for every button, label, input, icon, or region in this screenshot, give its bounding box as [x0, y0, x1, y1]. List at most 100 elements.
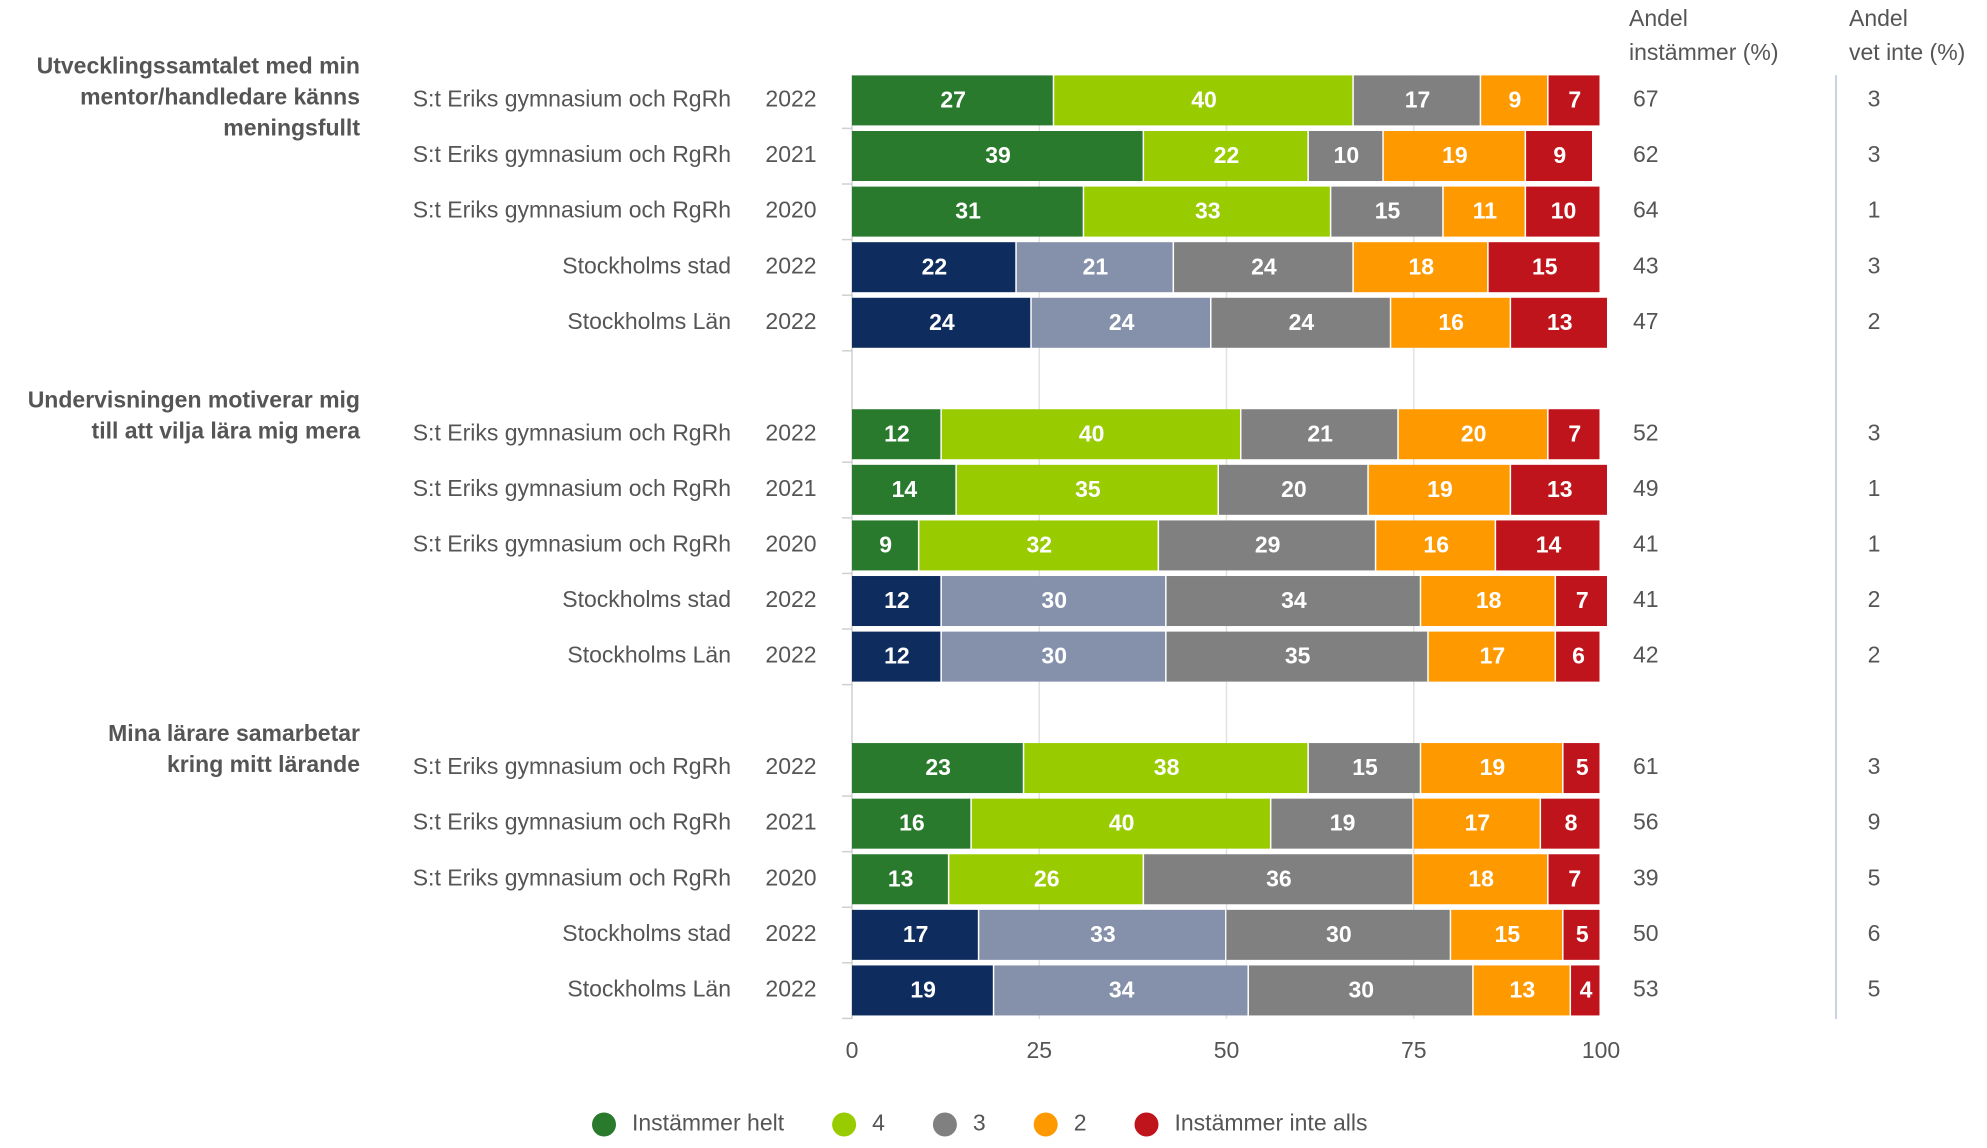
bar-segment — [852, 743, 1023, 794]
bar-label: 9 — [1508, 86, 1521, 112]
bar-segment — [1481, 75, 1548, 126]
bar-label: 11 — [1473, 198, 1498, 224]
bar-segment — [852, 909, 978, 960]
bar-segment — [1541, 798, 1600, 849]
bar-label: 18 — [1476, 587, 1502, 613]
bar-segment — [852, 965, 993, 1016]
column-header: instämmer (%) — [1629, 39, 1779, 65]
bar-label: 33 — [1090, 921, 1116, 947]
bar-segment — [1428, 631, 1555, 682]
legend-marker — [932, 1112, 957, 1137]
dont-know-value: 9 — [1868, 809, 1881, 835]
agree-value: 49 — [1633, 475, 1659, 501]
bar-label: 21 — [1083, 253, 1109, 279]
bar-segment — [1391, 297, 1510, 348]
bar-label: 15 — [1495, 921, 1521, 947]
row-label: S:t Eriks gymnasium och RgRh — [413, 809, 731, 835]
group-title: till att vilja lära mig mera — [92, 417, 361, 443]
row-year: 2020 — [765, 531, 816, 557]
bar-label: 29 — [1255, 532, 1281, 558]
bar-label: 40 — [1191, 86, 1217, 112]
bar-label: 35 — [1075, 476, 1101, 502]
group-title: mentor/handledare känns — [80, 83, 360, 109]
agree-value: 47 — [1633, 308, 1659, 334]
row-label: Stockholms Län — [567, 976, 731, 1002]
bar-label: 10 — [1551, 198, 1577, 224]
agree-value: 67 — [1633, 85, 1659, 111]
bar-segment — [852, 409, 941, 460]
bar-label: 31 — [955, 198, 981, 224]
dont-know-value: 3 — [1868, 252, 1881, 278]
bar-segment — [919, 520, 1158, 571]
x-tick-label: 100 — [1582, 1037, 1620, 1063]
bar-segment — [852, 297, 1031, 348]
bar-label: 14 — [892, 476, 918, 502]
legend-label: 2 — [1074, 1110, 1087, 1136]
bar-segment — [979, 909, 1225, 960]
bar-label: 7 — [1568, 86, 1581, 112]
legend-marker — [1134, 1112, 1159, 1137]
bar-segment — [1556, 631, 1600, 682]
bar-segment — [1413, 798, 1540, 849]
bar-segment — [852, 520, 918, 571]
bar-label: 30 — [1041, 587, 1067, 613]
bar-label: 12 — [884, 587, 910, 613]
bar-label: 17 — [1405, 86, 1431, 112]
bar-label: 8 — [1565, 810, 1578, 836]
agree-value: 41 — [1633, 531, 1659, 557]
bar-label: 12 — [884, 643, 910, 669]
bar-label: 13 — [1510, 977, 1536, 1003]
row-year: 2021 — [765, 475, 816, 501]
row-year: 2022 — [765, 252, 816, 278]
bar-label: 13 — [888, 865, 914, 891]
bar-label: 12 — [884, 420, 910, 446]
group-title: Undervisningen motiverar mig — [28, 386, 360, 412]
agree-value: 56 — [1633, 809, 1659, 835]
legend-marker — [1033, 1112, 1058, 1137]
bar-label: 15 — [1375, 198, 1401, 224]
bar-segment — [1556, 576, 1607, 627]
row-year: 2022 — [765, 586, 816, 612]
bar-segment — [1226, 909, 1450, 960]
dont-know-value: 3 — [1868, 141, 1881, 167]
dont-know-value: 2 — [1868, 586, 1881, 612]
bar-label: 9 — [1553, 142, 1566, 168]
bar-segment — [1563, 909, 1600, 960]
row-label: S:t Eriks gymnasium och RgRh — [413, 85, 731, 111]
bar-segment — [1548, 854, 1600, 905]
bar-label: 36 — [1266, 865, 1292, 891]
bar-label: 35 — [1285, 643, 1311, 669]
dont-know-value: 1 — [1868, 475, 1881, 501]
row-label: S:t Eriks gymnasium och RgRh — [413, 141, 731, 167]
bar-segment — [1398, 409, 1548, 460]
bar-segment — [1473, 965, 1570, 1016]
bar-segment — [1368, 464, 1510, 515]
bar-label: 7 — [1568, 865, 1581, 891]
dont-know-value: 2 — [1868, 308, 1881, 334]
bar-segment — [1511, 297, 1607, 348]
bar-label: 40 — [1079, 420, 1105, 446]
dont-know-value: 3 — [1868, 419, 1881, 445]
bar-label: 20 — [1461, 420, 1487, 446]
bar-label: 32 — [1026, 532, 1052, 558]
bar-label: 19 — [1330, 810, 1356, 836]
bar-label: 38 — [1154, 754, 1180, 780]
dont-know-value: 5 — [1868, 976, 1881, 1002]
row-year: 2021 — [765, 141, 816, 167]
row-label: Stockholms stad — [562, 252, 731, 278]
bar-segment — [1353, 75, 1480, 126]
bar-segment — [1144, 130, 1308, 181]
row-year: 2020 — [765, 197, 816, 223]
bar-label: 7 — [1568, 420, 1581, 446]
row-year: 2022 — [765, 419, 816, 445]
bar-label: 17 — [1480, 643, 1506, 669]
bar-segment — [1511, 464, 1607, 515]
legend-label: Instämmer helt — [632, 1110, 785, 1136]
bar-segment — [1331, 186, 1443, 237]
bar-segment — [1526, 130, 1593, 181]
column-header: Andel — [1629, 5, 1688, 31]
agree-value: 43 — [1633, 252, 1659, 278]
bar-label: 30 — [1326, 921, 1352, 947]
row-year: 2022 — [765, 976, 816, 1002]
